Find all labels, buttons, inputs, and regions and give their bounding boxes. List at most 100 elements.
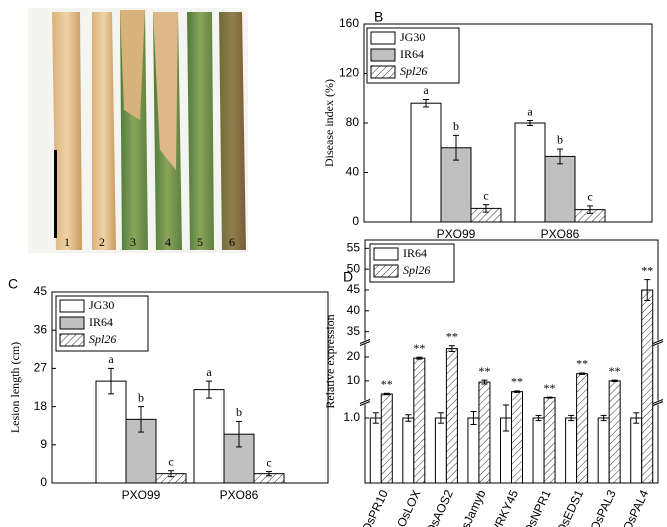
x-tick-label: OsPAL3	[588, 487, 619, 527]
y-tick-label: 80	[346, 115, 360, 129]
significance-label: b	[138, 390, 144, 404]
significance-label: **	[446, 329, 458, 343]
legend-swatch	[59, 299, 85, 313]
x-tick-label: OsAOS2	[423, 487, 456, 527]
y-tick-label: 55	[347, 241, 361, 255]
significance-label: **	[576, 357, 588, 371]
legend-swatch	[373, 264, 399, 278]
x-tick-label: PXO86	[541, 227, 580, 241]
leaf	[92, 12, 116, 250]
y-axis-label: Lesion length (cm)	[8, 342, 22, 433]
significance-label: a	[206, 365, 212, 379]
bar	[532, 417, 545, 484]
bar	[445, 348, 458, 484]
axis-break	[652, 339, 664, 344]
y-tick-label: 45	[347, 282, 361, 296]
x-tick-label: OsJamyb	[454, 487, 488, 527]
axis-break-gap	[360, 340, 370, 345]
significance-label: **	[511, 375, 523, 389]
leaf-number: 3	[130, 235, 136, 249]
y-tick-label: 35	[347, 324, 361, 338]
axis-break-gap	[653, 340, 663, 345]
y-tick-label: 50	[347, 261, 361, 275]
x-tick-label: PXO86	[220, 488, 259, 502]
photo: A	[28, 8, 248, 253]
axis-break	[359, 401, 371, 406]
legend-swatch	[370, 48, 396, 62]
axis-break	[652, 399, 664, 404]
bar	[543, 397, 556, 484]
panel-letter: B	[374, 9, 383, 25]
axis-break	[652, 341, 664, 346]
bar	[369, 417, 382, 484]
bar	[380, 393, 393, 484]
significance-label: **	[478, 364, 490, 378]
y-tick-label: 18	[34, 399, 48, 413]
significance-label: **	[544, 381, 556, 395]
significance-label: **	[381, 377, 393, 391]
leaf-number: 5	[197, 235, 203, 249]
y-tick-label: 160	[339, 16, 359, 30]
leaf-number: 6	[229, 235, 235, 249]
y-tick-label: 0	[40, 475, 47, 489]
legend-swatch	[59, 333, 85, 347]
bar	[434, 417, 447, 484]
y-tick-label: 1.0	[343, 410, 360, 424]
significance-label: a	[423, 83, 429, 97]
x-tick-label: OsEDS1	[554, 487, 587, 527]
y-tick-label: 36	[34, 322, 48, 336]
bar	[413, 357, 426, 484]
bar	[514, 122, 546, 223]
axis-break	[359, 341, 371, 346]
bar	[630, 417, 643, 484]
leaf	[52, 12, 82, 250]
significance-label: c	[266, 455, 271, 469]
legend-label: Spl26	[89, 332, 116, 346]
significance-label: c	[587, 190, 592, 204]
leaf-lesion	[153, 12, 178, 170]
y-axis-label: Relative expression	[323, 314, 337, 408]
y-tick-label: 27	[34, 361, 48, 375]
legend-swatch	[370, 65, 396, 79]
significance-label: **	[609, 364, 621, 378]
leaf-number: 2	[99, 235, 105, 249]
y-tick-label: 120	[339, 66, 359, 80]
bar	[608, 380, 621, 484]
axis-break	[359, 339, 371, 344]
x-tick-label: PXO99	[437, 227, 476, 241]
x-tick-label: OsPR10	[359, 487, 391, 527]
significance-label: b	[453, 119, 459, 133]
significance-label: b	[236, 405, 242, 419]
legend-label: IR64	[403, 246, 427, 260]
significance-label: c	[483, 188, 488, 202]
x-tick-label: PXO99	[122, 488, 161, 502]
significance-label: a	[527, 104, 533, 118]
bar	[544, 155, 576, 223]
axis-break-gap	[360, 400, 370, 405]
panel-letter: C	[8, 276, 18, 292]
significance-label: **	[413, 341, 425, 355]
significance-label: c	[168, 454, 173, 468]
legend-swatch	[373, 247, 399, 261]
legend-label: JG30	[400, 30, 425, 44]
scale-bar	[54, 150, 57, 238]
leaf	[187, 12, 214, 250]
bar	[511, 391, 523, 484]
legend-swatch	[59, 316, 85, 330]
x-tick-label: OsNPR1	[521, 487, 554, 527]
significance-label: a	[108, 352, 114, 366]
leaf-number: 1	[64, 235, 70, 249]
bar	[641, 289, 654, 484]
legend-label: IR64	[400, 47, 424, 61]
axis-break	[359, 399, 371, 404]
bar	[193, 389, 225, 484]
axis-break-gap	[653, 400, 663, 405]
y-tick-label: 10	[347, 373, 361, 387]
bar	[402, 417, 415, 484]
legend-label: Spl26	[400, 64, 427, 78]
legend-swatch	[370, 31, 396, 45]
bar	[565, 417, 578, 484]
y-tick-label: 40	[346, 165, 360, 179]
panel-letter: D	[343, 269, 353, 285]
